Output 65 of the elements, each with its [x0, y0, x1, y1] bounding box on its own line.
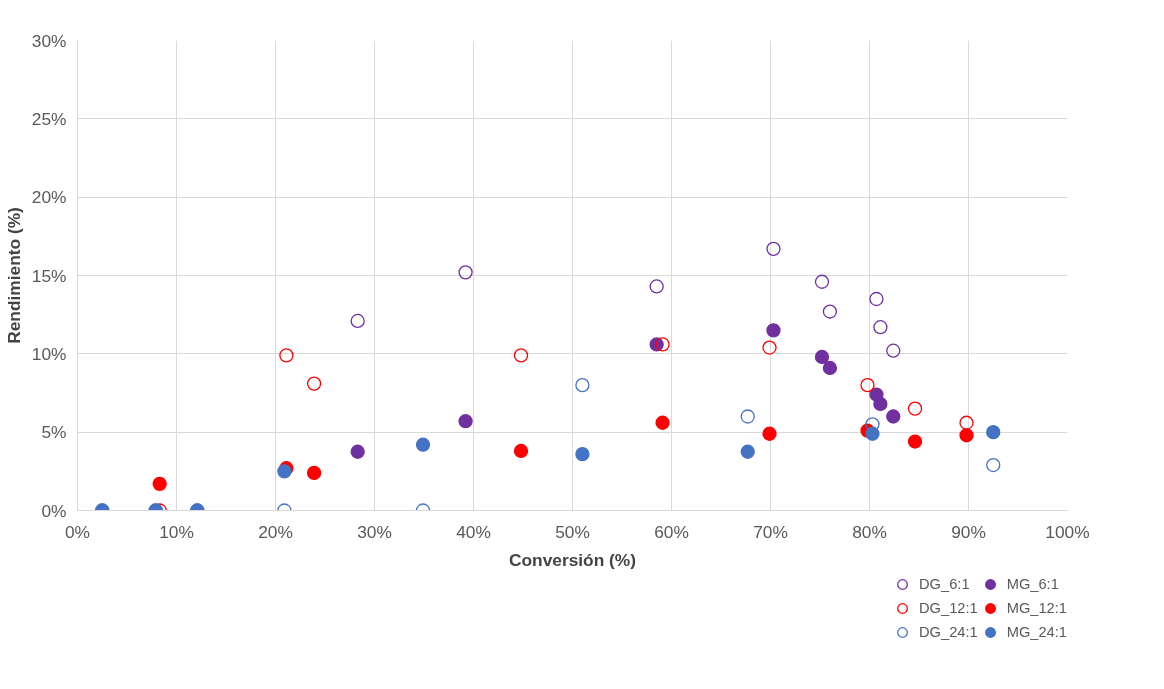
y-tick-label: 30% — [31, 30, 67, 51]
point — [649, 279, 664, 294]
point — [740, 444, 755, 459]
point — [959, 428, 974, 443]
x-tick-label: 50% — [555, 521, 590, 542]
point — [873, 320, 888, 335]
legend-label: DG_12:1 — [919, 599, 978, 618]
point — [575, 378, 590, 393]
point — [350, 313, 365, 329]
point — [766, 241, 781, 256]
point — [458, 414, 473, 429]
point — [279, 348, 294, 363]
x-tick-label: 60% — [654, 521, 689, 542]
point — [513, 348, 529, 363]
x-tick-label: 40% — [456, 521, 491, 542]
x-tick-label: 20% — [258, 521, 293, 542]
point — [822, 360, 838, 376]
point — [869, 291, 884, 307]
point — [873, 396, 888, 412]
point — [860, 378, 875, 393]
point — [575, 446, 590, 462]
legend-label: MG_6:1 — [1006, 575, 1059, 594]
point — [886, 343, 901, 358]
x-axis-title: Conversión (%) — [508, 549, 637, 570]
point — [814, 349, 830, 365]
point — [415, 437, 431, 452]
point — [907, 434, 923, 449]
y-axis-title: Rendimiento (%) — [3, 207, 24, 344]
point — [655, 337, 670, 352]
point — [655, 415, 670, 430]
point — [306, 465, 322, 481]
y-tick-label: 10% — [31, 343, 67, 364]
point — [152, 476, 167, 491]
y-tick-label: 0% — [41, 500, 67, 521]
point — [822, 304, 838, 319]
point — [762, 426, 777, 441]
point — [959, 415, 974, 430]
point — [740, 409, 755, 424]
point — [306, 376, 322, 391]
point — [350, 444, 365, 459]
point — [865, 426, 880, 441]
point — [814, 274, 830, 289]
x-tick-label: 70% — [753, 521, 788, 542]
legend-label: MG_12:1 — [1006, 599, 1067, 618]
point — [458, 265, 473, 280]
point — [986, 457, 1001, 473]
y-tick-label: 20% — [31, 187, 67, 208]
x-tick-label: 30% — [357, 521, 392, 542]
legend-label: DG_24:1 — [919, 623, 978, 642]
y-tick-label: 25% — [31, 108, 67, 129]
legend-label: MG_24:1 — [1006, 623, 1067, 642]
point — [907, 401, 923, 416]
x-tick-label: 0% — [64, 521, 91, 542]
y-tick-label: 5% — [41, 422, 67, 443]
x-tick-label: 90% — [951, 521, 986, 542]
point — [886, 409, 901, 424]
y-tick-label: 15% — [31, 265, 67, 286]
x-tick-label: 80% — [852, 521, 887, 542]
point — [766, 323, 781, 338]
legend-label: DG_6:1 — [919, 575, 970, 594]
point — [986, 425, 1001, 440]
point — [762, 340, 777, 355]
x-tick-label: 100% — [1045, 521, 1090, 542]
x-tick-label: 10% — [159, 521, 194, 542]
point — [513, 443, 529, 459]
